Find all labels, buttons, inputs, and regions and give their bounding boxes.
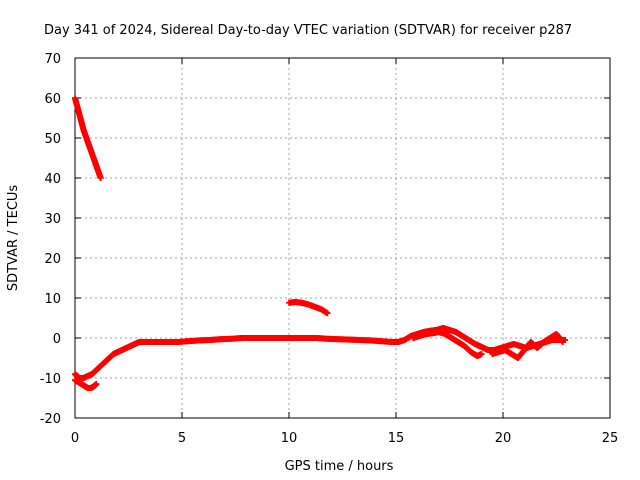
- x-tick-label: 10: [281, 431, 298, 446]
- y-axis-label: SDTVAR / TECUs: [6, 185, 21, 292]
- grid-lines: [75, 58, 610, 418]
- chart-title: Day 341 of 2024, Sidereal Day-to-day VTE…: [44, 23, 572, 38]
- plot-frame: [74, 57, 611, 419]
- data-point: [97, 175, 104, 181]
- x-tick-label: 0: [71, 431, 79, 446]
- data-point: [478, 351, 485, 357]
- y-tick-label: 10: [44, 292, 61, 307]
- axis-ticks: 0 5 10 15 20 25 -20 -10 0 10 20 30 40 50 60 70: [40, 52, 619, 446]
- y-tick-label: 50: [44, 132, 61, 147]
- x-tick-label: 25: [602, 431, 619, 446]
- y-tick-label: 30: [44, 212, 61, 227]
- y-tick-label: 0: [53, 332, 61, 347]
- y-tick-label: 70: [44, 52, 61, 67]
- x-tick-label: 20: [495, 431, 512, 446]
- x-tick-label: 15: [388, 431, 405, 446]
- data-point: [324, 310, 331, 317]
- y-tick-label: -20: [40, 412, 61, 427]
- y-tick-label: 40: [44, 172, 61, 187]
- data-point: [559, 339, 566, 345]
- data-point: [93, 381, 100, 387]
- x-tick-label: 5: [178, 431, 186, 446]
- data-series: [72, 95, 569, 391]
- x-axis-label: GPS time / hours: [285, 459, 394, 474]
- y-tick-label: 20: [44, 252, 61, 267]
- y-tick-label: 60: [44, 92, 61, 107]
- y-tick-label: -10: [40, 372, 61, 387]
